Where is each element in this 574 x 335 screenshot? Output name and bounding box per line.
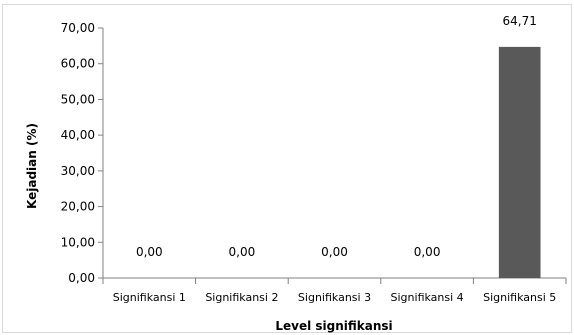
y-tick-label: 40,00 xyxy=(61,128,95,142)
chart-frame xyxy=(2,4,572,333)
y-axis: 0,00 10,00 20,00 30,00 40,00 50,00 60,00 70,00 xyxy=(61,21,104,285)
data-labels: 0,00 0,00 0,00 0,00 64,71 xyxy=(136,14,537,259)
y-tick-label: 10,00 xyxy=(61,235,95,249)
y-tick-label: 50,00 xyxy=(61,92,95,106)
x-category-label: Signifikansi 1 xyxy=(113,291,186,304)
x-category-label: Signifikansi 3 xyxy=(298,291,371,304)
y-axis-title: Kejadian (%) xyxy=(25,123,39,209)
bars xyxy=(498,46,541,279)
x-axis-title: Level signifikansi xyxy=(275,319,392,333)
x-category-label: Signifikansi 4 xyxy=(391,291,464,304)
data-label: 0,00 xyxy=(136,245,163,259)
y-tick-label: 30,00 xyxy=(61,164,95,178)
x-axis: Signifikansi 1 Signifikansi 2 Signifikansi… xyxy=(102,277,567,304)
bar xyxy=(498,46,541,279)
y-tick-label: 0,00 xyxy=(68,271,95,285)
x-category-label: Signifikansi 5 xyxy=(483,291,556,304)
data-label: 0,00 xyxy=(229,245,256,259)
y-tick-label: 60,00 xyxy=(61,57,95,71)
data-label: 64,71 xyxy=(503,14,537,28)
data-label: 0,00 xyxy=(321,245,348,259)
y-tick-label: 20,00 xyxy=(61,200,95,214)
x-category-label: Signifikansi 2 xyxy=(205,291,278,304)
y-tick-label: 70,00 xyxy=(61,21,95,35)
data-label: 0,00 xyxy=(414,245,441,259)
